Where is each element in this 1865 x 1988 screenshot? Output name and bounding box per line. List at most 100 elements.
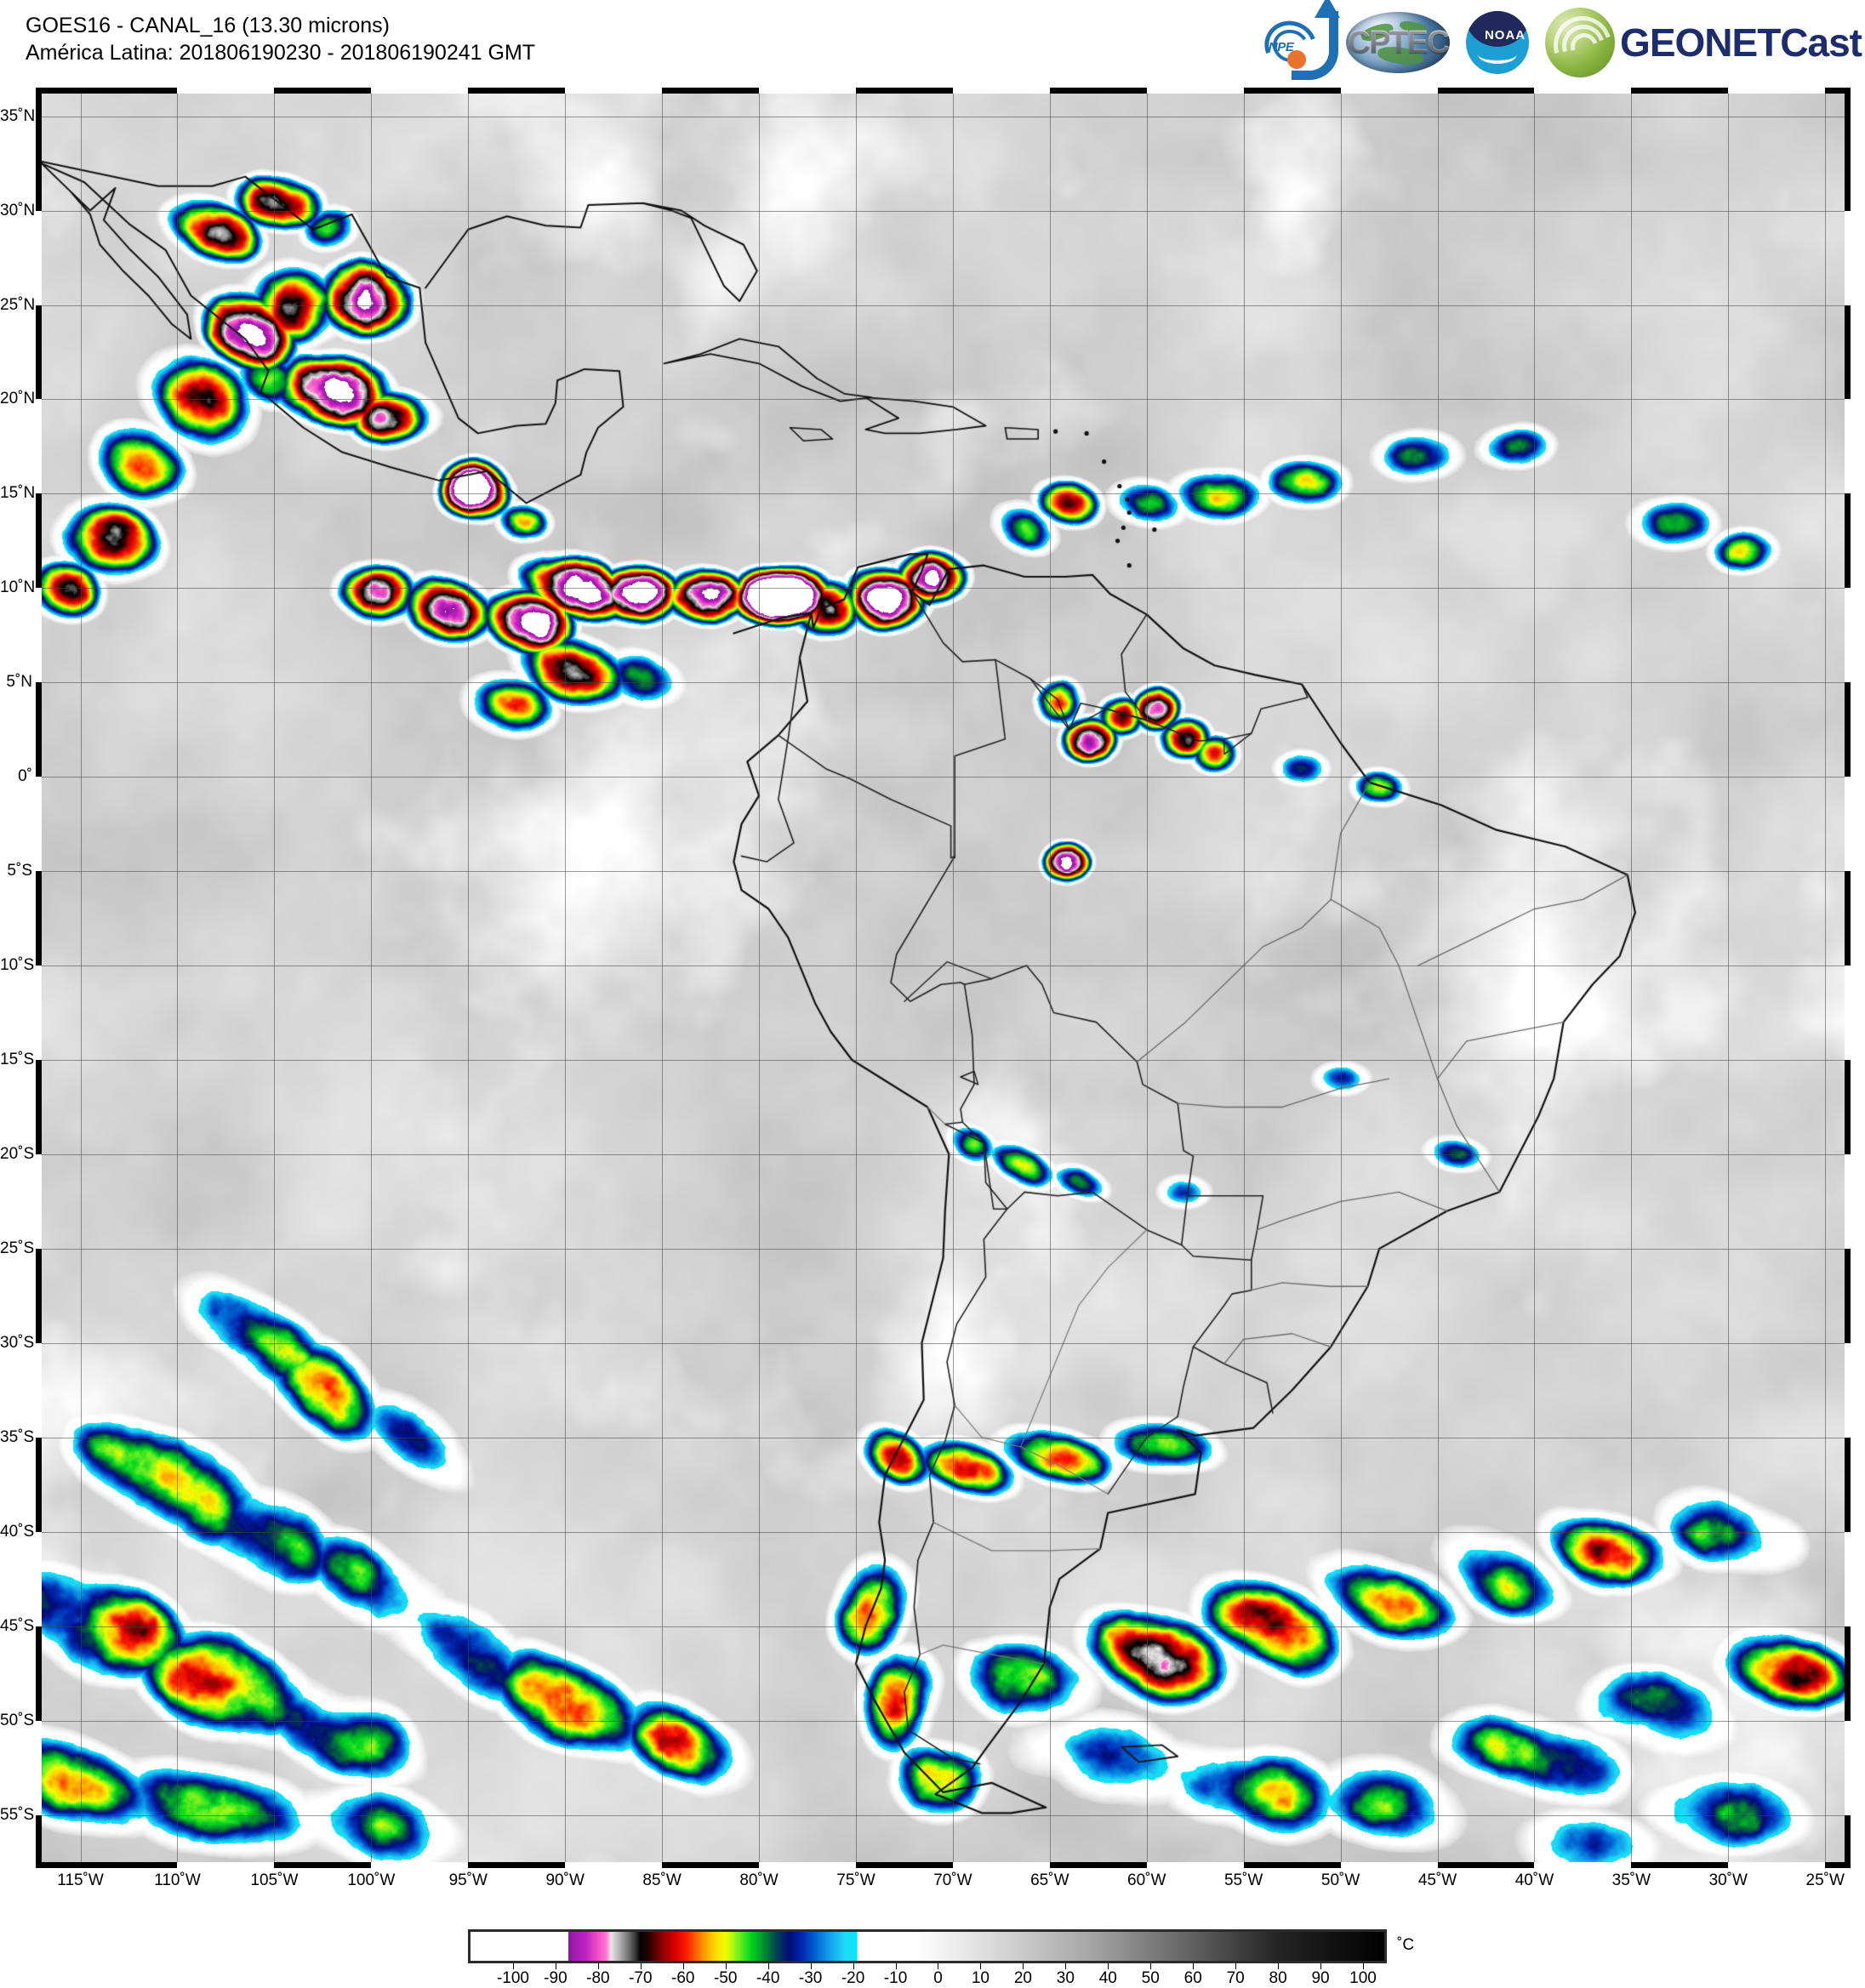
gridline-lat — [42, 1814, 1845, 1816]
frame-tick — [36, 1626, 42, 1721]
frame-tick — [1845, 1060, 1851, 1154]
longitude-tick-label: 80˚W — [739, 1871, 779, 1889]
frame-tick — [1437, 88, 1535, 94]
noaa-logo-text: NOAA — [1484, 28, 1526, 43]
gridline-lon — [1340, 94, 1342, 1862]
colorbar-tick-label: 60 — [1183, 1969, 1202, 1987]
frame-tick — [1243, 88, 1341, 94]
gridline-lat — [42, 1153, 1845, 1155]
gridline-lon — [565, 94, 567, 1862]
title-line-region-time: América Latina: 201806190230 - 201806190… — [26, 41, 536, 65]
longitude-tick-label: 50˚W — [1320, 1871, 1360, 1889]
longitude-tick-label: 105˚W — [250, 1871, 299, 1889]
gridline-lon — [855, 94, 857, 1862]
frame-tick — [1845, 682, 1851, 778]
gridline-lat — [42, 1626, 1845, 1627]
latitude-tick-label: 5˚N — [6, 673, 32, 692]
satellite-imagery-layer — [42, 94, 1845, 1862]
colorbar-tick — [640, 1963, 642, 1969]
colorbar — [468, 1929, 1387, 1963]
gridline-lat — [42, 305, 1845, 306]
frame-tick — [565, 1862, 663, 1868]
colorbar-tick-label: -90 — [544, 1969, 567, 1987]
frame-tick — [36, 116, 42, 211]
longitude-tick-label: 35˚W — [1611, 1871, 1651, 1889]
colorbar-unit-label: ˚C — [1397, 1936, 1415, 1954]
latitude-tick-label: 10˚S — [0, 956, 35, 975]
colorbar-tick — [1363, 1963, 1365, 1969]
frame-tick — [1146, 1862, 1244, 1868]
gridline-lat — [42, 871, 1845, 873]
longitude-tick-label: 55˚W — [1223, 1871, 1263, 1889]
longitude-tick-label: 70˚W — [933, 1871, 972, 1889]
noaa-logo: NOAA — [1458, 3, 1537, 82]
longitude-tick-label: 25˚W — [1805, 1871, 1845, 1889]
latitude-tick-label: 10˚N — [0, 578, 36, 597]
frame-tick — [36, 1153, 42, 1249]
colorbar-tick-label: 10 — [971, 1969, 990, 1987]
latitude-tick-label: 5˚S — [7, 862, 32, 880]
colorbar-tick — [682, 1963, 684, 1969]
gridline-lat — [42, 1248, 1845, 1250]
gridline-lon — [1146, 94, 1148, 1862]
colorbar-tick — [1065, 1963, 1067, 1969]
gridline-lon — [1825, 94, 1827, 1862]
frame-tick — [1845, 399, 1851, 494]
cptec-logo-text: CPTEC — [1346, 9, 1451, 77]
frame-tick — [1340, 88, 1438, 94]
frame-tick — [468, 1862, 566, 1868]
frame-tick — [36, 1531, 42, 1626]
frame-tick — [952, 1862, 1050, 1868]
colorbar-tick-label: 0 — [933, 1969, 943, 1987]
colorbar-tick-label: -70 — [629, 1969, 653, 1987]
geonetcast-globe-icon — [1545, 8, 1616, 77]
frame-tick — [36, 1060, 42, 1154]
gridline-lat — [42, 210, 1845, 212]
frame-tick — [1845, 1626, 1851, 1721]
frame-tick — [371, 88, 469, 94]
frame-tick — [952, 88, 1050, 94]
frame-tick — [855, 1862, 953, 1868]
colorbar-tick — [1235, 1963, 1237, 1969]
gridline-lat — [42, 399, 1845, 401]
colorbar-tick — [980, 1963, 982, 1969]
colorbar-tick — [597, 1963, 599, 1969]
latitude-tick-label: 0˚ — [18, 767, 32, 786]
longitude-tick-label: 85˚W — [642, 1871, 682, 1889]
gridline-lon — [1631, 94, 1633, 1862]
gridline-lon — [468, 94, 470, 1862]
latitude-tick-label: 35˚N — [0, 106, 36, 125]
frame-tick — [1845, 305, 1851, 400]
gridline-lon — [662, 94, 664, 1862]
map-canvas[interactable] — [42, 94, 1845, 1862]
frame-tick — [1049, 88, 1147, 94]
colorbar-ticks: -100 -90 -80 -70 -60 -50 -40 -30 -20 -10 0 10 20 30 40… — [468, 1963, 1387, 1987]
longitude-tick-label: 65˚W — [1030, 1871, 1069, 1889]
frame-tick — [1146, 88, 1244, 94]
frame-tick — [371, 1862, 469, 1868]
frame-tick — [1845, 871, 1851, 966]
frame-tick — [1340, 1862, 1438, 1868]
frame-tick — [1845, 1720, 1851, 1815]
cptec-globe-icon — [1346, 12, 1451, 73]
frame-tick — [36, 1342, 42, 1438]
satellite-map[interactable] — [36, 88, 1851, 1868]
frame-tick — [468, 88, 566, 94]
frame-tick — [36, 588, 42, 683]
frame-tick — [1631, 1862, 1729, 1868]
colorbar-tick-label: 30 — [1056, 1969, 1075, 1987]
latitude-tick-label: 25˚N — [0, 295, 36, 314]
longitude-tick-label: 115˚W — [57, 1871, 104, 1889]
longitude-tick-label: 90˚W — [545, 1871, 585, 1889]
colorbar-tick-label: -10 — [883, 1969, 908, 1987]
gridline-lon — [177, 94, 179, 1862]
inpe-arrow-icon — [1292, 0, 1341, 80]
frame-tick — [36, 1437, 42, 1532]
frame-tick — [1845, 493, 1851, 589]
gridline-lon — [1243, 94, 1245, 1862]
longitude-tick-label: 30˚W — [1708, 1871, 1748, 1889]
frame-tick — [662, 88, 760, 94]
colorbar-tick-label: 70 — [1226, 1969, 1245, 1987]
inpe-dot-icon — [1287, 50, 1307, 69]
colorbar-tick-label: -50 — [713, 1969, 738, 1987]
